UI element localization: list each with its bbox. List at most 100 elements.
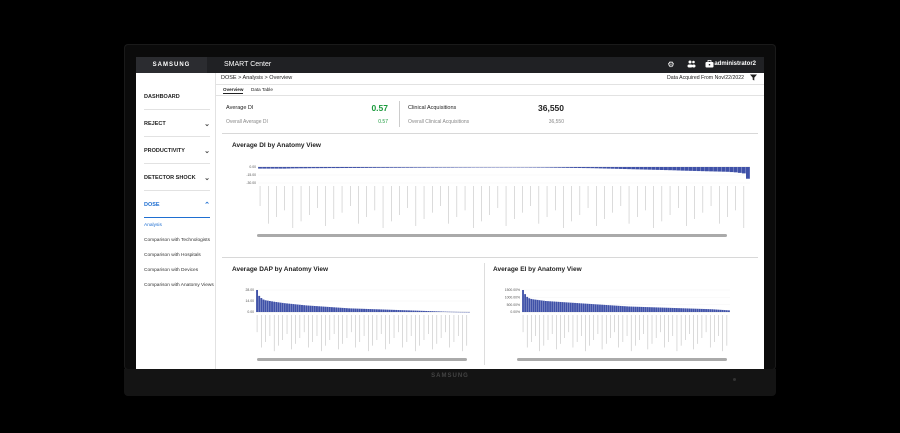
bar[interactable] [427,311,430,312]
bar[interactable] [705,167,709,172]
gear-icon[interactable]: ⚙ [667,60,675,69]
bar[interactable] [360,308,363,312]
bar[interactable] [590,304,593,312]
bar[interactable] [588,303,591,312]
bar[interactable] [688,308,691,312]
tab-overview[interactable]: Overview [223,87,244,94]
bar[interactable] [534,299,537,312]
bar[interactable] [422,167,426,168]
di-chart-scrollbar[interactable] [257,234,727,237]
bar[interactable] [610,167,615,169]
bar[interactable] [262,167,267,169]
bar[interactable] [721,309,724,312]
bar[interactable] [624,306,626,312]
tab-data-table[interactable]: Data Table [251,87,273,92]
bar[interactable] [271,301,273,312]
bar[interactable] [672,167,677,171]
ei-chart-scrollbar[interactable] [517,358,727,361]
bar[interactable] [557,167,562,168]
bar[interactable] [703,308,705,312]
filter-icon[interactable] [750,74,757,83]
bar[interactable] [696,308,699,312]
bar[interactable] [282,167,287,169]
bar[interactable] [569,167,574,168]
bar[interactable] [303,305,306,312]
bar[interactable] [594,167,599,169]
bar[interactable] [651,167,656,170]
bar[interactable] [273,301,276,312]
bar[interactable] [582,303,585,312]
bar[interactable] [690,308,693,312]
bar[interactable] [405,310,408,312]
sidebar-item-dose[interactable]: DOSE ⌃ [144,193,210,218]
bar[interactable] [382,309,385,312]
bar[interactable] [536,167,541,168]
bar[interactable] [275,302,278,312]
sidebar-subitem-technologists[interactable]: Comparison with Technologists [144,238,211,243]
user-name[interactable]: administrator2 [714,61,756,67]
bar[interactable] [341,307,344,312]
bar[interactable] [381,167,385,168]
bar[interactable] [340,167,344,169]
bar[interactable] [644,307,647,312]
bar[interactable] [298,304,301,312]
bar[interactable] [356,308,359,312]
bar[interactable] [333,307,336,312]
bar[interactable] [365,308,368,312]
bar[interactable] [292,304,295,312]
bar[interactable] [642,306,645,312]
bar[interactable] [669,307,672,312]
bar[interactable] [646,307,649,312]
bar[interactable] [264,300,267,312]
bar[interactable] [659,307,662,312]
bar[interactable] [584,303,587,312]
bar[interactable] [667,307,670,312]
bar[interactable] [665,307,668,312]
bar[interactable] [671,307,674,312]
sidebar-item-detector-shock[interactable]: DETECTOR SHOCK ⌄ [144,166,210,191]
bar[interactable] [327,167,332,169]
bar[interactable] [440,311,443,312]
bar[interactable] [538,300,541,312]
bar[interactable] [578,303,581,312]
bar[interactable] [335,307,338,312]
bar[interactable] [725,310,728,312]
bar[interactable] [442,167,447,168]
bar[interactable] [590,167,595,169]
bar[interactable] [719,309,722,312]
bar[interactable] [638,306,641,312]
bar[interactable] [586,303,589,312]
bar[interactable] [393,309,395,312]
bar[interactable] [741,167,746,174]
bar[interactable] [258,295,261,312]
bar[interactable] [563,302,566,312]
bar[interactable] [258,167,262,169]
bar[interactable] [295,167,299,169]
bar[interactable] [294,304,297,312]
bar[interactable] [416,310,419,312]
bar[interactable] [659,167,664,170]
bar[interactable] [682,308,685,312]
bar[interactable] [555,301,558,312]
bar[interactable] [605,304,608,312]
bar[interactable] [594,304,597,312]
sidebar-subitem-devices[interactable]: Comparison with Devices [144,268,199,273]
bar[interactable] [640,306,643,312]
bar[interactable] [420,310,423,312]
bar[interactable] [418,167,422,168]
bar[interactable] [316,306,318,312]
briefcase-icon[interactable] [704,60,714,70]
bar[interactable] [375,309,378,312]
bar[interactable] [345,308,348,312]
bar[interactable] [574,302,576,312]
bar[interactable] [336,167,340,169]
bar[interactable] [648,307,651,312]
bar[interactable] [266,300,269,312]
bar[interactable] [643,167,648,170]
bar[interactable] [450,167,455,168]
bar[interactable] [696,167,701,172]
bar[interactable] [323,167,328,169]
bar[interactable] [621,306,624,312]
sidebar-item-productivity[interactable]: PRODUCTIVITY ⌄ [144,139,210,164]
bar[interactable] [350,308,353,312]
